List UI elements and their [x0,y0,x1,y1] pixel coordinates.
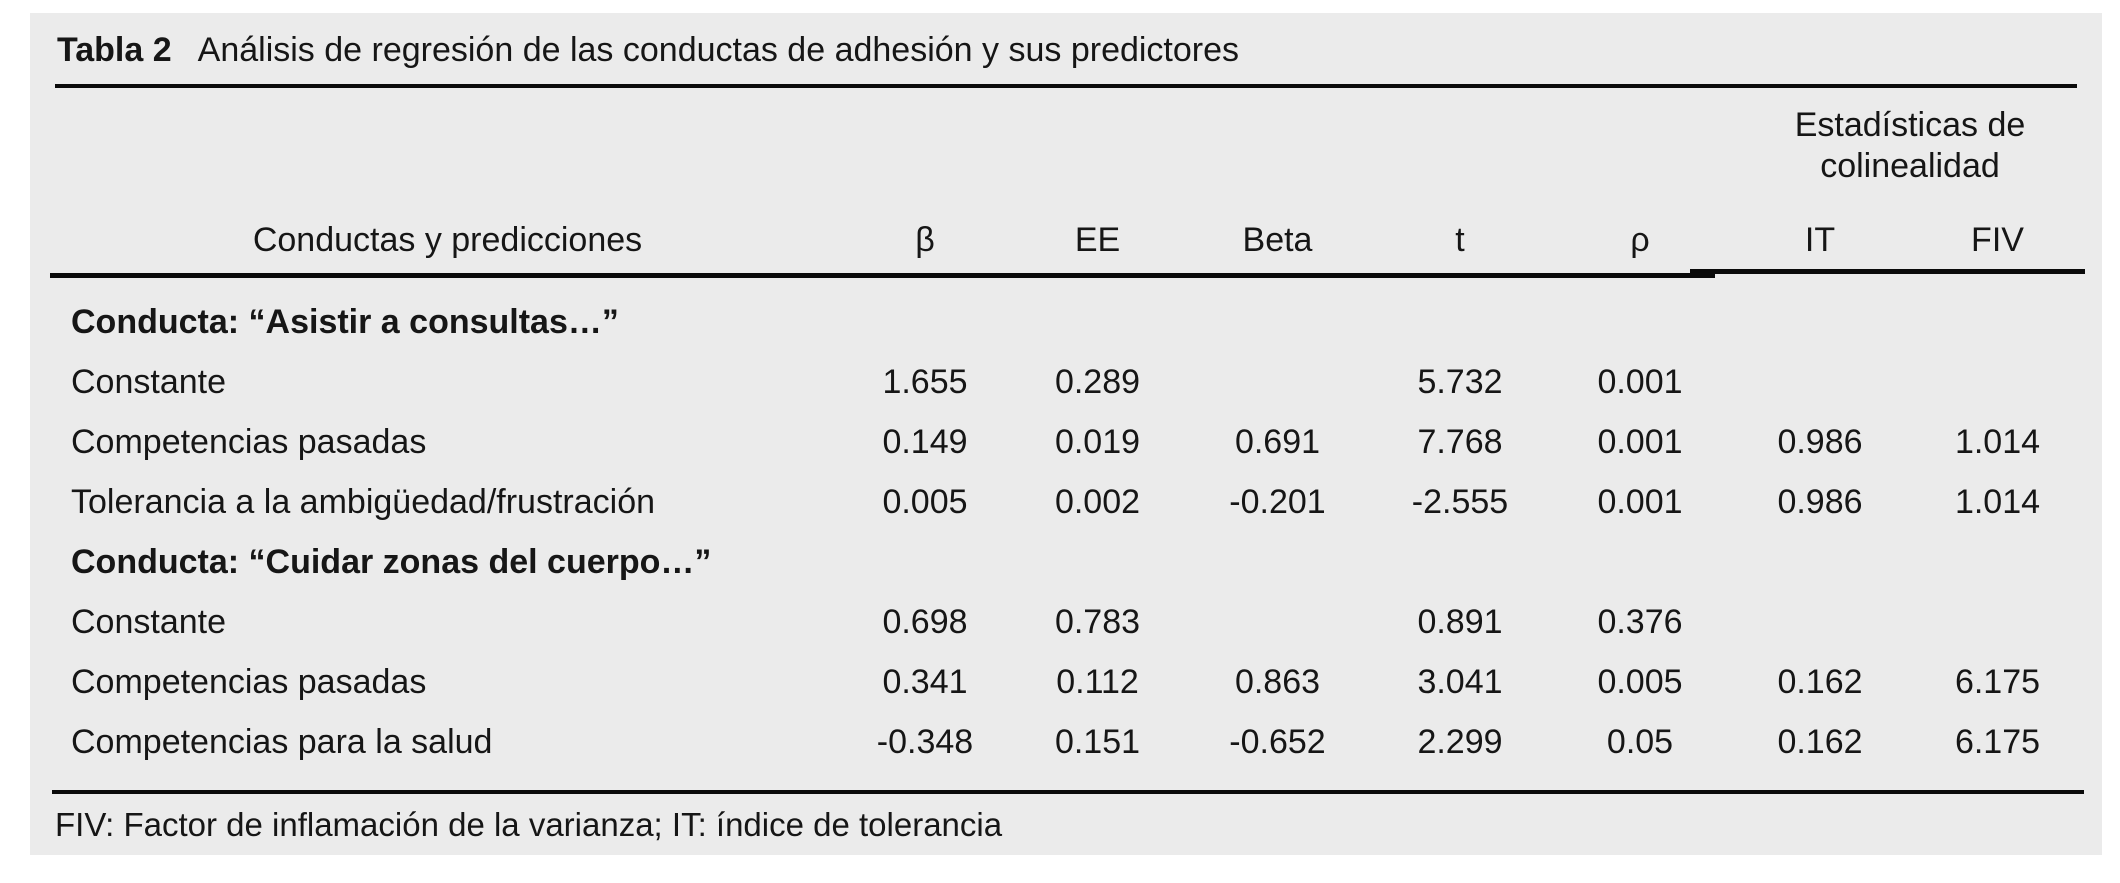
column-header-b: β [915,221,935,259]
column-header-it: IT [1804,221,1836,259]
value-cell-ee: 0.151 [1054,723,1141,761]
column-header-t: t [1455,221,1465,259]
column-header-ee: EE [1074,221,1121,259]
value-cell-fiv: 6.175 [1954,663,2041,701]
column-header-rho: ρ [1630,221,1650,259]
column-header-fiv: FIV [1971,221,2024,259]
row-label-cell: Competencias para la salud [71,723,493,761]
value-cell-t: -2.555 [1411,483,1509,521]
table-row: Constante 1.655 0.289 5.732 0.001 [55,352,2085,412]
column-header-predictors: Conductas y predicciones [252,221,643,259]
value-cell-beta: 0.863 [1234,663,1321,701]
value-cell-t: 3.041 [1417,663,1503,701]
value-cell-t: 0.891 [1417,603,1503,641]
value-cell-it: 0.986 [1777,483,1863,521]
collinearity-group-header: Estadísticas de colinealidad [1794,106,2026,185]
table-number: Tabla 2 [57,31,172,69]
value-cell-rho: 0.001 [1597,483,1683,521]
value-cell-b: 0.149 [882,423,968,461]
table-row: Tolerancia a la ambigüedad/frustración 0… [55,472,2085,532]
title-rule [55,84,2077,88]
value-cell-it: 0.986 [1777,423,1863,461]
header-rule-main [50,273,1715,278]
value-cell-rho: 0.001 [1597,423,1683,461]
value-cell-beta: -0.652 [1229,723,1326,761]
section-label: Conducta: “Asistir a consultas…” [71,303,619,341]
value-cell-b: -0.348 [876,723,974,761]
value-cell-t: 5.732 [1417,363,1503,401]
table-row: Constante 0.698 0.783 0.891 0.376 [55,592,2085,652]
column-header-row: Conductas y predicciones β EE Beta t ρ I… [55,218,2085,263]
row-label-cell: Competencias pasadas [71,423,427,461]
row-label-cell: Constante [71,363,226,401]
value-cell-it: 0.162 [1777,723,1863,761]
table-content: Tabla 2 Análisis de regresión de las cond… [50,13,2085,855]
value-cell-ee: 0.289 [1054,363,1141,401]
value-cell-it [1730,592,1910,652]
value-cell-rho: 0.005 [1597,663,1683,701]
table-row: Competencias para la salud -0.348 0.151 … [55,712,2085,772]
table-footnote: FIV: Factor de inflamación de la varianz… [55,806,1003,843]
value-cell-b: 0.005 [882,483,968,521]
row-label-cell: Tolerancia a la ambigüedad/frustración [71,483,656,521]
value-cell-rho: 0.001 [1597,363,1683,401]
value-cell-beta: 0.691 [1234,423,1321,461]
value-cell-b: 0.698 [882,603,968,641]
value-cell-b: 0.341 [882,663,968,701]
footer-rule [52,790,2084,794]
value-cell-fiv [1910,592,2085,652]
column-header-beta: Beta [1242,221,1313,259]
value-cell-fiv: 1.014 [1954,423,2041,461]
value-cell-ee: 0.019 [1054,423,1141,461]
value-cell-beta [1185,592,1370,652]
table-panel: Tabla 2 Análisis de regresión de las cond… [30,13,2102,855]
value-cell-fiv [1910,352,2085,412]
table-title: Tabla 2 Análisis de regresión de las cond… [57,30,1239,70]
header-rule-collinearity [1690,269,2085,274]
section-label: Conducta: “Cuidar zonas del cuerpo…” [71,543,712,581]
value-cell-it: 0.162 [1777,663,1863,701]
value-cell-ee: 0.002 [1054,483,1141,521]
table-row-section-cuidar: Conducta: “Cuidar zonas del cuerpo…” [55,532,2085,592]
value-cell-t: 2.299 [1417,723,1503,761]
value-cell-it [1730,352,1910,412]
table-body: Conducta: “Asistir a consultas…” Constan… [55,292,2085,772]
value-cell-rho: 0.376 [1597,603,1683,641]
table-caption: Análisis de regresión de las conductas d… [197,31,1240,69]
row-label-cell: Constante [71,603,226,641]
value-cell-t: 7.768 [1417,423,1503,461]
value-cell-fiv: 6.175 [1954,723,2041,761]
value-cell-ee: 0.783 [1054,603,1141,641]
table-row: Competencias pasadas 0.341 0.112 0.863 3… [55,652,2085,712]
row-label-cell: Competencias pasadas [71,663,427,701]
value-cell-b: 1.655 [882,363,968,401]
value-cell-ee: 0.112 [1056,663,1139,701]
value-cell-beta: -0.201 [1229,483,1326,521]
value-cell-beta [1185,352,1370,412]
value-cell-rho: 0.05 [1606,723,1674,761]
value-cell-fiv: 1.014 [1954,483,2041,521]
table-row-section-asistir: Conducta: “Asistir a consultas…” [55,292,2085,352]
table-row: Competencias pasadas 0.149 0.019 0.691 7… [55,412,2085,472]
